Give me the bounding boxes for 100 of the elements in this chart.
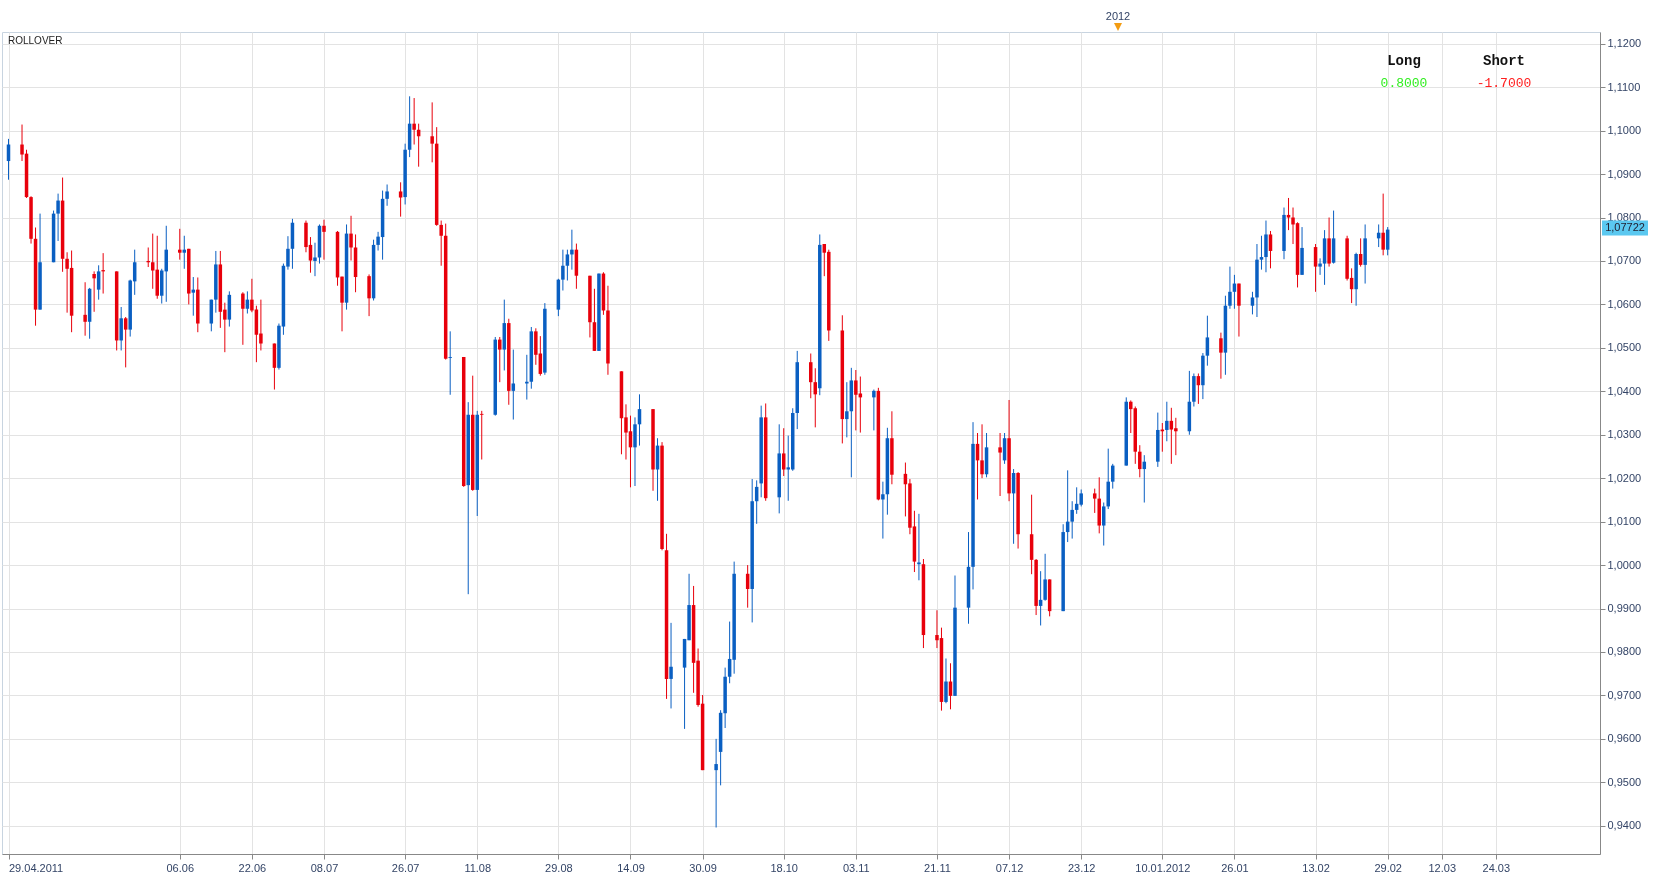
candlestick bbox=[439, 220, 443, 267]
candlestick bbox=[65, 251, 69, 314]
candlestick bbox=[1219, 332, 1223, 380]
x-tick-label: 12.03 bbox=[1428, 861, 1457, 874]
candlestick bbox=[1250, 291, 1255, 315]
candlestick bbox=[1165, 401, 1169, 442]
candlestick bbox=[561, 249, 565, 291]
candlestick bbox=[398, 181, 403, 218]
candlestick bbox=[1092, 488, 1097, 514]
candlestick bbox=[92, 270, 96, 313]
text: 1,07722 bbox=[1605, 221, 1645, 233]
candlestick bbox=[881, 481, 885, 540]
x-tick-label: 10.01.2012 bbox=[1135, 861, 1191, 874]
candlestick bbox=[1101, 502, 1106, 547]
candlestick bbox=[980, 423, 984, 479]
x-tick-label: 29.08 bbox=[545, 861, 573, 874]
x-tick-label: 29.04.2011 bbox=[9, 861, 64, 874]
candlestick bbox=[1264, 220, 1268, 273]
candlestick bbox=[430, 101, 434, 163]
candlestick bbox=[633, 416, 637, 487]
y-tick-label: 1,0300 bbox=[1607, 428, 1642, 441]
candlestick bbox=[944, 657, 948, 704]
candlestick bbox=[376, 231, 380, 252]
candlestick bbox=[480, 410, 484, 461]
x-tick-label: 03.11 bbox=[842, 861, 870, 874]
x-tick-label: 29.02 bbox=[1374, 861, 1402, 874]
x-tick-label: 21.11 bbox=[924, 861, 951, 874]
candlestick bbox=[1381, 193, 1385, 256]
candlestick bbox=[498, 336, 502, 383]
y-tick-label: 1,0500 bbox=[1607, 341, 1642, 354]
x-tick-label: 14.09 bbox=[617, 861, 645, 874]
x-tick-label: 24.03 bbox=[1482, 861, 1511, 874]
x-tick-label: 11.08 bbox=[464, 861, 492, 874]
y-tick-label: 0,9500 bbox=[1607, 775, 1642, 788]
y-tick-label: 1,0200 bbox=[1607, 471, 1642, 484]
x-tick-label: 18.10 bbox=[770, 861, 798, 874]
candlestick bbox=[56, 193, 60, 242]
annotation: 0.8000 bbox=[1380, 76, 1428, 91]
y-tick-label: 1,1000 bbox=[1607, 124, 1642, 137]
x-tick-label: 26.01 bbox=[1221, 861, 1249, 874]
candlestick bbox=[1228, 266, 1232, 310]
candlestick bbox=[385, 184, 389, 207]
x-tick-label: 23.12 bbox=[1067, 861, 1096, 874]
candlestick bbox=[259, 299, 263, 351]
y-tick-label: 0,9400 bbox=[1607, 819, 1642, 832]
y-tick-label: 1,1100 bbox=[1607, 80, 1641, 93]
candlestick bbox=[917, 513, 921, 581]
x-tick-label: 13.02 bbox=[1302, 861, 1330, 874]
candlestick bbox=[1070, 500, 1074, 540]
x-tick-label: 06.06 bbox=[166, 861, 195, 874]
annotation: ROLLOVER bbox=[8, 35, 63, 46]
candlestick bbox=[250, 278, 254, 313]
candlestick bbox=[367, 273, 371, 317]
text: 2012 bbox=[1105, 10, 1131, 22]
candlestick bbox=[565, 249, 570, 282]
candlestick bbox=[998, 432, 1002, 497]
x-tick-label: 22.06 bbox=[238, 861, 267, 874]
y-tick-label: 1,1200 bbox=[1607, 37, 1642, 50]
x-tick-label: 26.07 bbox=[391, 861, 420, 874]
y-tick-label: 1,0600 bbox=[1607, 297, 1642, 310]
candlestick bbox=[178, 228, 182, 261]
candlestick bbox=[669, 622, 673, 709]
candlestick bbox=[313, 242, 317, 277]
candlestick bbox=[83, 281, 87, 337]
candlestick bbox=[1318, 257, 1322, 276]
y-tick-label: 0,9700 bbox=[1607, 688, 1642, 701]
y-tick-label: 1,0700 bbox=[1607, 254, 1642, 267]
candlestick bbox=[119, 306, 123, 351]
candlestick bbox=[412, 97, 416, 146]
candlestick bbox=[845, 381, 849, 438]
candlestick bbox=[1138, 444, 1142, 478]
candlestick bbox=[809, 353, 813, 399]
candlestick bbox=[1169, 407, 1174, 465]
annotation: Short bbox=[1482, 53, 1526, 69]
x-tick-label: 08.07 bbox=[310, 861, 339, 874]
y-tick-label: 1,0900 bbox=[1607, 167, 1642, 180]
y-tick-label: 1,0100 bbox=[1607, 515, 1642, 528]
candlestick bbox=[349, 215, 353, 262]
x-tick-label: 07.12 bbox=[995, 861, 1024, 874]
candlestick bbox=[872, 389, 876, 431]
y-tick-label: 1,0000 bbox=[1607, 558, 1642, 571]
candlestick bbox=[322, 219, 326, 261]
y-tick-label: 0,9600 bbox=[1607, 732, 1642, 745]
candlestick bbox=[1237, 283, 1241, 338]
candlestick bbox=[570, 229, 574, 271]
candlestick bbox=[1286, 197, 1291, 231]
y-tick-label: 0,9800 bbox=[1607, 645, 1642, 658]
candlestick bbox=[241, 291, 245, 346]
candlestick bbox=[854, 369, 858, 431]
y-tick-label: 1,0400 bbox=[1607, 384, 1642, 397]
candlestick bbox=[1259, 235, 1264, 271]
candlestick bbox=[714, 738, 718, 828]
annotation: Long bbox=[1387, 53, 1421, 69]
y-tick-label: 0,9900 bbox=[1607, 602, 1642, 615]
candlestick bbox=[448, 330, 452, 396]
x-tick-label: 30.09 bbox=[689, 861, 717, 874]
candlestick bbox=[123, 316, 128, 368]
candlestick bbox=[1043, 553, 1047, 602]
candlestick bbox=[511, 349, 516, 421]
y-tick-label: 1,0800 bbox=[1607, 211, 1642, 224]
